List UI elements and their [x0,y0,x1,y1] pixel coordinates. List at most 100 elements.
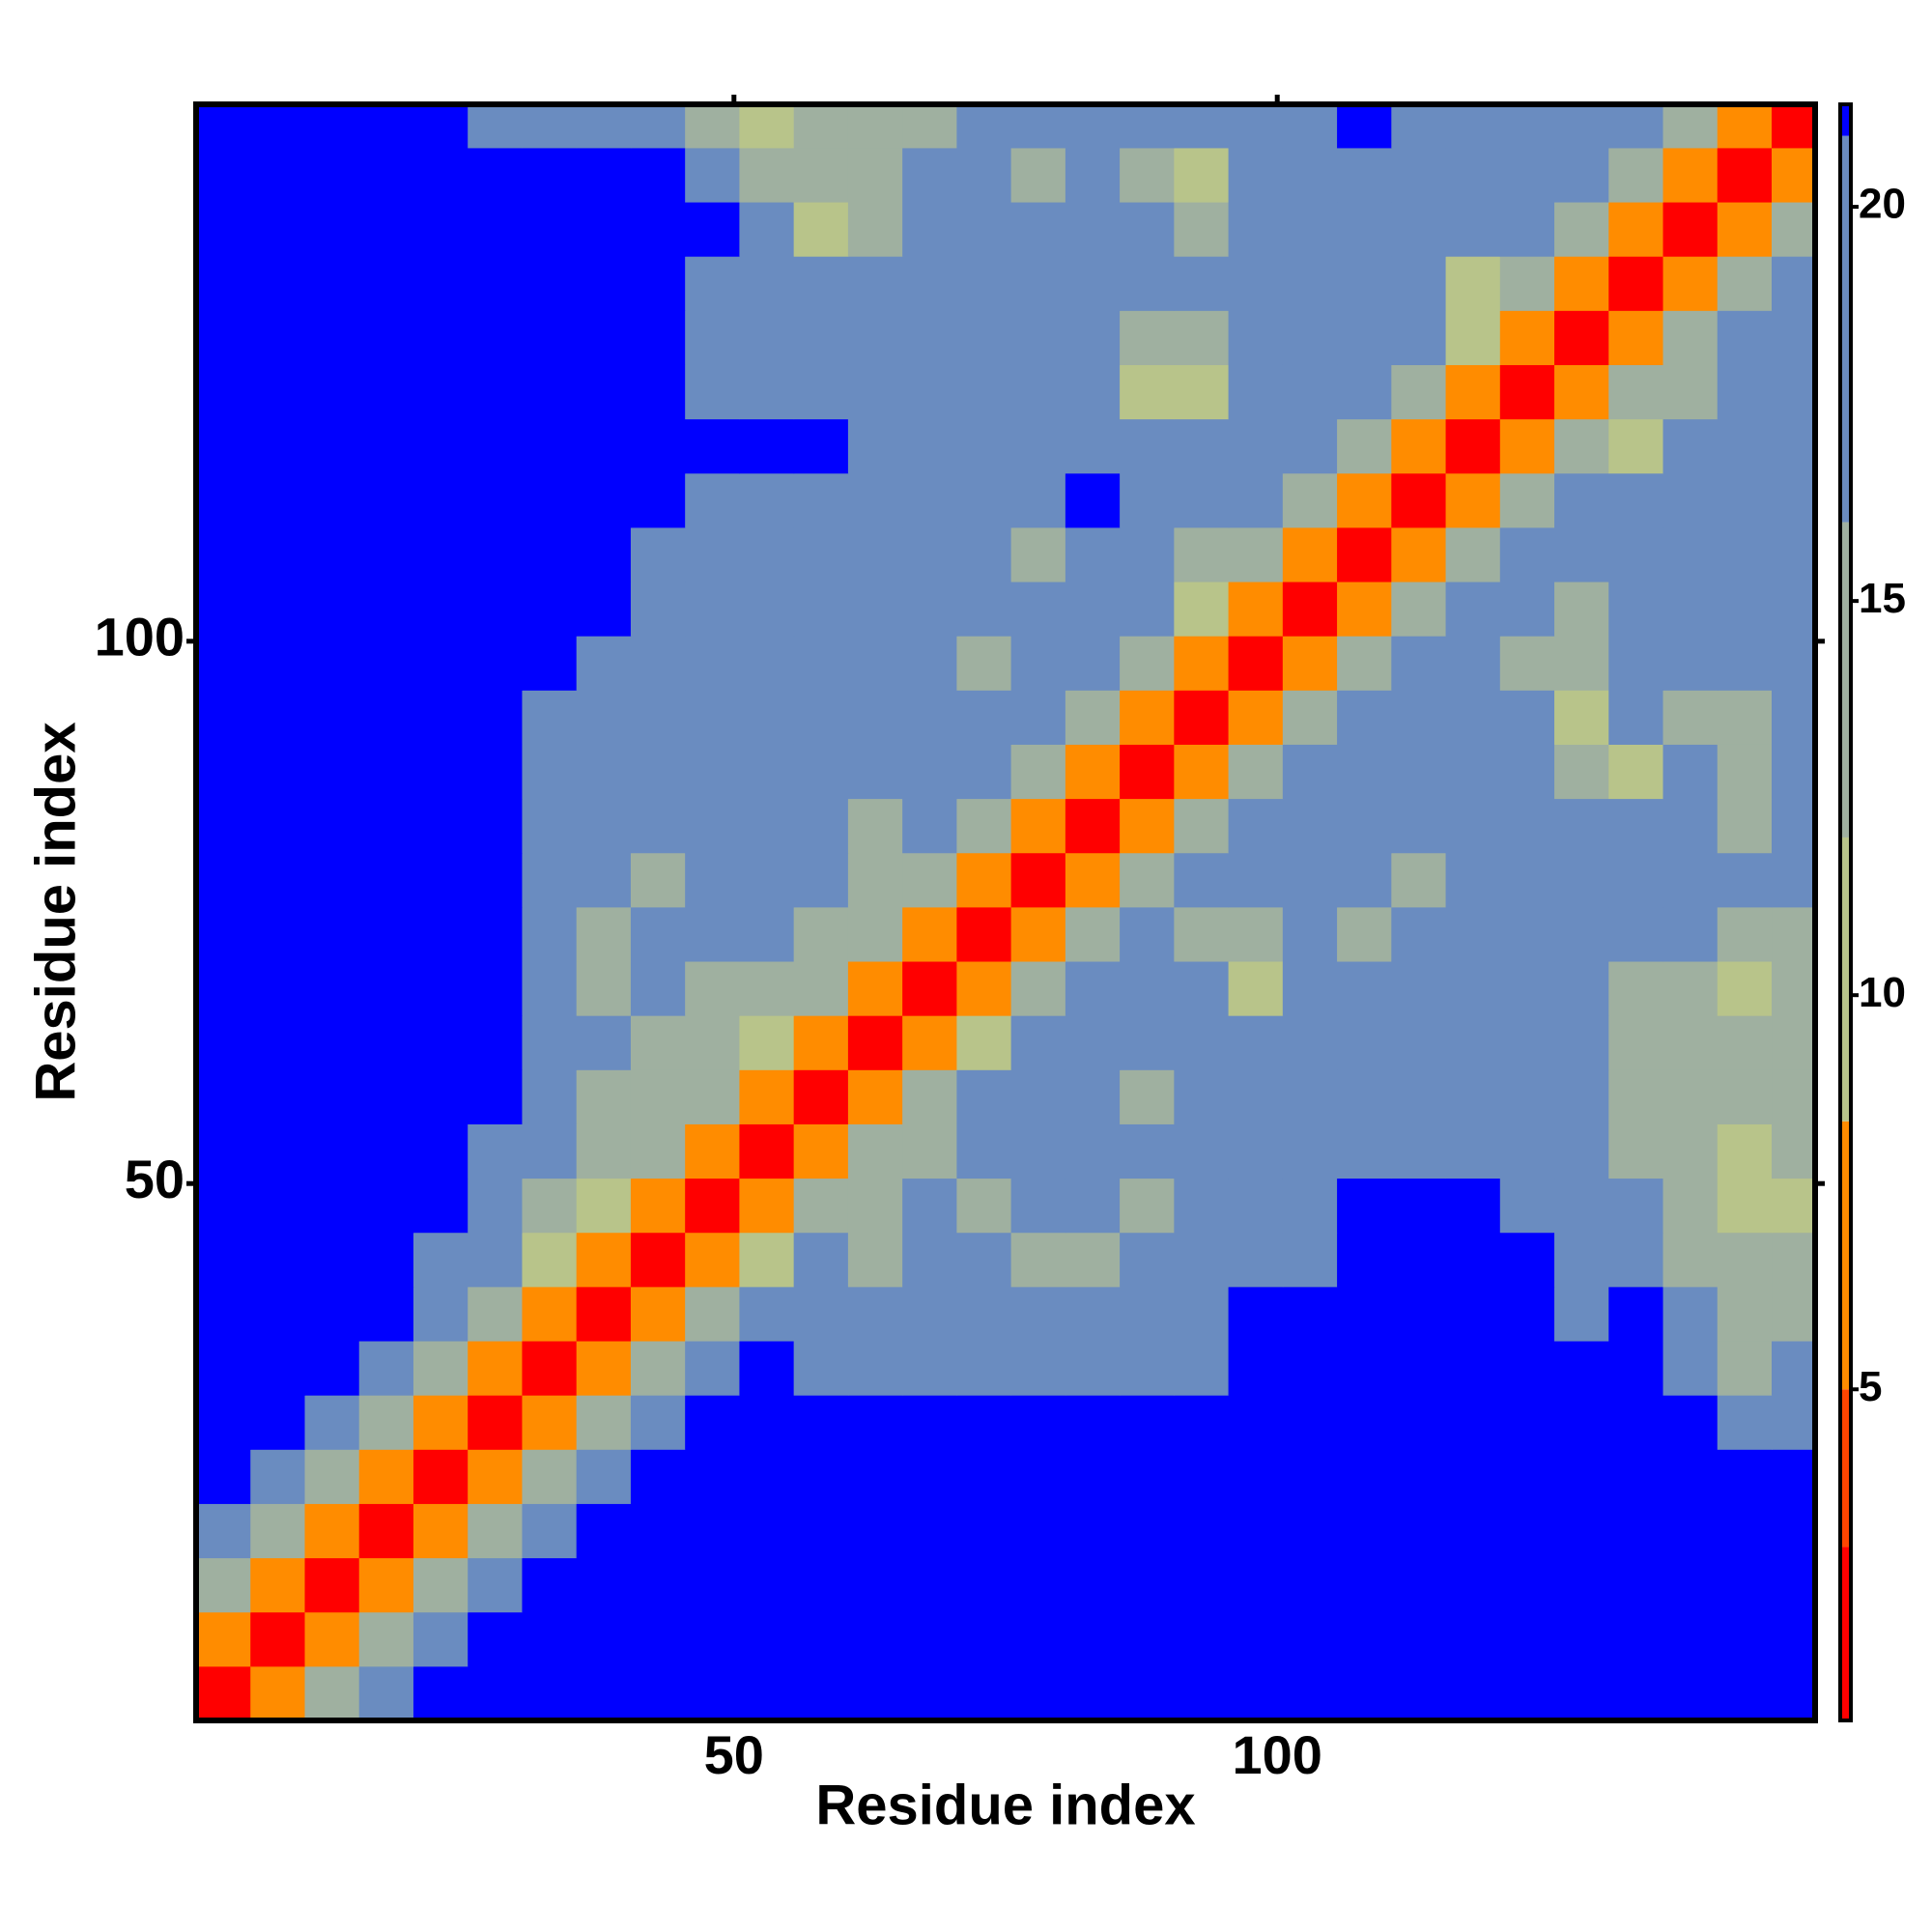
heatmap-cell [1228,1341,1284,1396]
heatmap-cell [1120,147,1175,203]
heatmap-cell [468,744,523,800]
heatmap-cell [1174,1178,1230,1234]
heatmap-cell [793,744,849,800]
heatmap-cell [1499,1178,1555,1234]
heatmap-cell [304,1503,360,1559]
heatmap-cell [1282,147,1338,203]
heatmap-cell [1608,1123,1664,1179]
heatmap-cell [1228,1665,1284,1721]
heatmap-cell [1228,690,1284,745]
colorbar-band [1840,1389,1851,1548]
heatmap-cell [1608,104,1664,149]
heatmap-cell [522,1232,578,1288]
heatmap-cell [412,1503,469,1559]
heatmap-cell [1445,104,1501,149]
heatmap-cell [1445,472,1501,528]
heatmap-cell [956,1503,1012,1559]
heatmap-cell [1228,1286,1284,1342]
heatmap-cell [1065,147,1121,203]
heatmap-cell [1717,1557,1773,1613]
heatmap-cell [358,1069,414,1124]
heatmap-cell [1717,1449,1773,1504]
heatmap-cell [358,744,414,800]
heatmap-cell [522,1341,578,1396]
heatmap-cell [358,526,414,582]
heatmap-cell [358,1232,414,1288]
heatmap-cell [1554,202,1609,257]
heatmap-cell [956,636,1012,691]
heatmap-cell [1391,1069,1447,1124]
heatmap-cell [793,1015,849,1070]
heatmap-cell [1120,418,1175,474]
heatmap-cell [250,1503,305,1559]
heatmap-cell [304,1069,360,1124]
heatmap-cell [685,852,740,908]
heatmap-cell [522,1557,578,1613]
heatmap-cell [1717,1611,1773,1667]
heatmap-cell [1010,1123,1066,1179]
heatmap-cell [250,1557,305,1613]
heatmap-cell [196,147,251,203]
heatmap-cell [1337,1395,1392,1450]
heatmap-cell [522,1449,578,1504]
colorbar-frame [1838,102,1853,1722]
heatmap-cell [1228,582,1284,637]
heatmap-cell [1010,582,1066,637]
heatmap-cell [358,1286,414,1342]
heatmap-cell [1662,961,1719,1016]
heatmap-cell [1120,364,1175,420]
heatmap-cell [412,744,469,800]
heatmap-cell [1554,526,1609,582]
heatmap-cell [468,1015,523,1070]
heatmap-cell [1662,582,1719,637]
heatmap-cell [685,690,740,745]
heatmap-cell [412,636,469,691]
heatmap-cell [793,1232,849,1288]
x-tick-label: 100 [1232,1724,1321,1785]
heatmap-cell [1120,1503,1175,1559]
heatmap-cell [1174,1395,1230,1450]
heatmap-cell [358,418,414,474]
heatmap-cell [196,1123,251,1179]
heatmap-cell [576,364,632,420]
heatmap-cell [1120,1286,1175,1342]
heatmap-cell [1445,310,1501,365]
heatmap-cell [1717,852,1773,908]
heatmap-cell [304,418,360,474]
heatmap-cell [1717,798,1773,854]
heatmap-cell [1010,636,1066,691]
heatmap-cell [1554,582,1609,637]
heatmap-cell [739,798,795,854]
heatmap-cell [902,906,957,962]
heatmap-cell [1608,906,1664,962]
heatmap-cell [1554,1557,1609,1613]
heatmap-cell [685,1123,740,1179]
heatmap-cell [1662,104,1719,149]
heatmap-cell [196,1665,251,1721]
heatmap-cell [358,636,414,691]
heatmap-cell [576,744,632,800]
heatmap-cell [902,1069,957,1124]
heatmap-cell [1445,364,1501,420]
heatmap-cell [1554,1178,1609,1234]
heatmap-cell [793,636,849,691]
heatmap-cell [1608,147,1664,203]
heatmap-cell [1445,418,1501,474]
heatmap-cell [1499,1123,1555,1179]
colorbar-band [1840,1121,1851,1390]
heatmap-cell [1120,1069,1175,1124]
heatmap-cell [1120,104,1175,149]
heatmap-cell [902,364,957,420]
heatmap-cell [1608,961,1664,1016]
heatmap-cell [1120,1341,1175,1396]
heatmap-cell [1228,961,1284,1016]
heatmap-cell [793,1341,849,1396]
heatmap-cell [793,526,849,582]
heatmap-cell [250,1286,305,1342]
heatmap-cell [902,526,957,582]
heatmap-cell [1120,852,1175,908]
heatmap-cell [1662,202,1719,257]
heatmap-cell [1228,798,1284,854]
heatmap-cell [685,1341,740,1396]
heatmap-cell [1772,1557,1816,1613]
